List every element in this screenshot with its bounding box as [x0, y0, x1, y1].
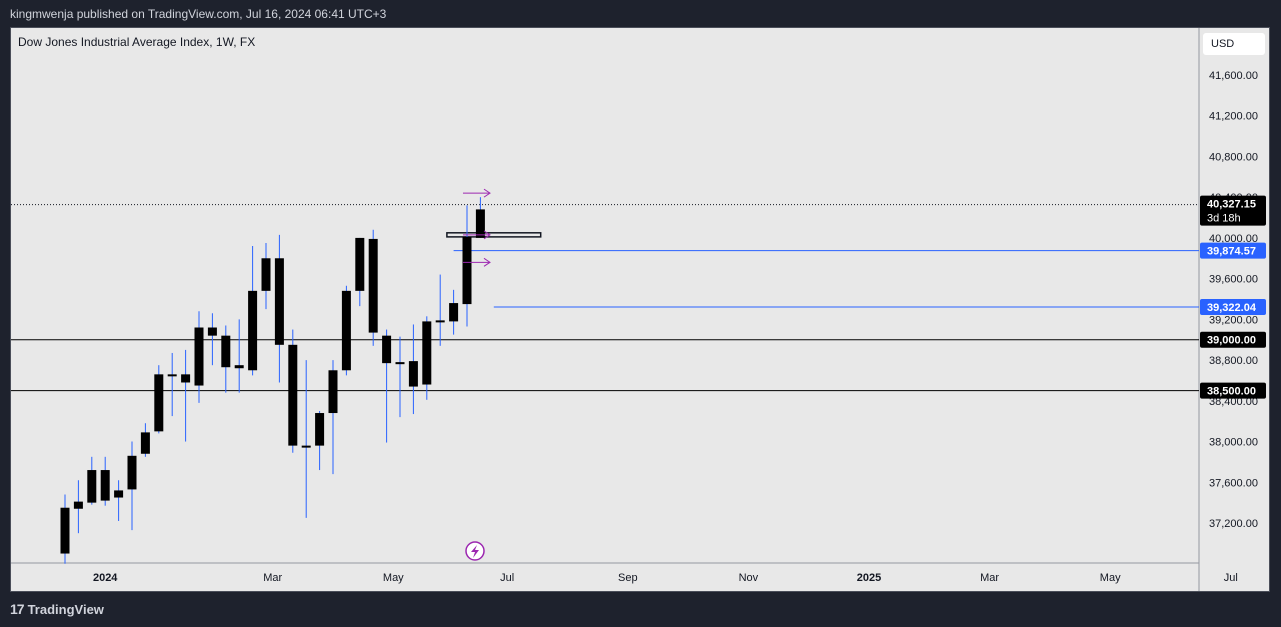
- price-tick-label: 38,000.00: [1209, 437, 1258, 449]
- bar-countdown-label: 3d 18h: [1207, 213, 1241, 225]
- candle-body[interactable]: [140, 432, 150, 454]
- price-tick-label: 40,800.00: [1209, 151, 1258, 163]
- candle-body[interactable]: [154, 374, 164, 432]
- candle-body[interactable]: [207, 327, 217, 336]
- candle-body[interactable]: [114, 490, 124, 498]
- chart-legend-title: Dow Jones Industrial Average Index, 1W, …: [18, 35, 256, 49]
- tradingview-brand: TradingView: [27, 601, 104, 617]
- candle-body[interactable]: [382, 335, 392, 364]
- candle-body[interactable]: [221, 335, 231, 368]
- price-tick-label: 40,000.00: [1209, 233, 1258, 245]
- price-tick-label: 41,600.00: [1209, 70, 1258, 82]
- last-price-label: 40,327.15: [1207, 199, 1256, 211]
- time-tick-label: Sep: [618, 572, 638, 584]
- candle-body[interactable]: [408, 361, 418, 387]
- candle-body[interactable]: [395, 362, 405, 365]
- publisher-line: kingmwenja published on TradingView.com,…: [10, 7, 387, 21]
- candle-body[interactable]: [60, 507, 70, 554]
- candle-body[interactable]: [449, 303, 459, 322]
- time-tick-label: May: [1100, 572, 1121, 584]
- price-tick-label: 38,800.00: [1209, 355, 1258, 367]
- price-tick-label: 39,600.00: [1209, 274, 1258, 286]
- candle-body[interactable]: [301, 445, 311, 448]
- candle-body[interactable]: [261, 258, 271, 291]
- tradingview-footer[interactable]: 17 TradingView: [10, 601, 104, 617]
- candle-body[interactable]: [167, 374, 177, 377]
- level-price-label-bg: [1200, 331, 1266, 348]
- candle-body[interactable]: [234, 365, 244, 369]
- price-tick-label: 39,200.00: [1209, 314, 1258, 326]
- candle-body[interactable]: [194, 327, 204, 386]
- candle-body[interactable]: [435, 320, 445, 323]
- candle-body[interactable]: [181, 374, 191, 383]
- candle-body[interactable]: [355, 237, 365, 291]
- time-tick-label: 2024: [93, 572, 118, 584]
- candle-body[interactable]: [341, 290, 351, 371]
- candle-body[interactable]: [73, 501, 83, 509]
- price-tick-label: 41,200.00: [1209, 111, 1258, 123]
- candle-body[interactable]: [475, 209, 485, 238]
- candle-body[interactable]: [328, 370, 338, 414]
- candle-body[interactable]: [368, 238, 378, 333]
- price-tick-label: 37,200.00: [1209, 518, 1258, 530]
- candle-body[interactable]: [422, 321, 432, 385]
- time-tick-label: May: [383, 572, 404, 584]
- tradingview-logo-icon: 17: [10, 601, 25, 617]
- candle-body[interactable]: [315, 413, 325, 446]
- rectangle-drawing[interactable]: [446, 232, 542, 238]
- candle-body[interactable]: [288, 344, 298, 446]
- candle-body[interactable]: [87, 470, 97, 503]
- level-price-label-bg: [1200, 382, 1266, 399]
- time-tick-label: Mar: [263, 572, 282, 584]
- last-price-label-bg: [1200, 195, 1266, 226]
- time-tick-label: Mar: [980, 572, 999, 584]
- arrowhead-icon: [483, 188, 491, 198]
- level-price-label: 39,874.57: [1207, 246, 1256, 258]
- level-price-label: 39,000.00: [1207, 335, 1256, 347]
- candle-body[interactable]: [248, 290, 258, 371]
- time-tick-label: Jul: [1224, 572, 1238, 584]
- candle-body[interactable]: [462, 236, 472, 305]
- time-tick-label: Jul: [500, 572, 514, 584]
- chart-frame[interactable]: [10, 27, 1270, 592]
- price-tick-label: 37,600.00: [1209, 477, 1258, 489]
- level-price-label: 39,322.04: [1207, 302, 1257, 314]
- arrowhead-icon: [483, 257, 491, 267]
- time-tick-label: 2025: [857, 572, 881, 584]
- time-tick-label: Nov: [739, 572, 759, 584]
- currency-selector[interactable]: USD: [1203, 33, 1265, 55]
- level-price-label-bg: [1200, 242, 1266, 259]
- level-price-label-bg: [1200, 298, 1266, 315]
- candle-body[interactable]: [274, 258, 284, 345]
- candle-body[interactable]: [100, 470, 110, 501]
- price-tick-label: 38,400.00: [1209, 396, 1258, 408]
- lightning-icon: [471, 545, 479, 558]
- candle-body[interactable]: [127, 455, 137, 490]
- arrowhead-icon: [483, 230, 491, 240]
- level-price-label: 38,500.00: [1207, 386, 1256, 398]
